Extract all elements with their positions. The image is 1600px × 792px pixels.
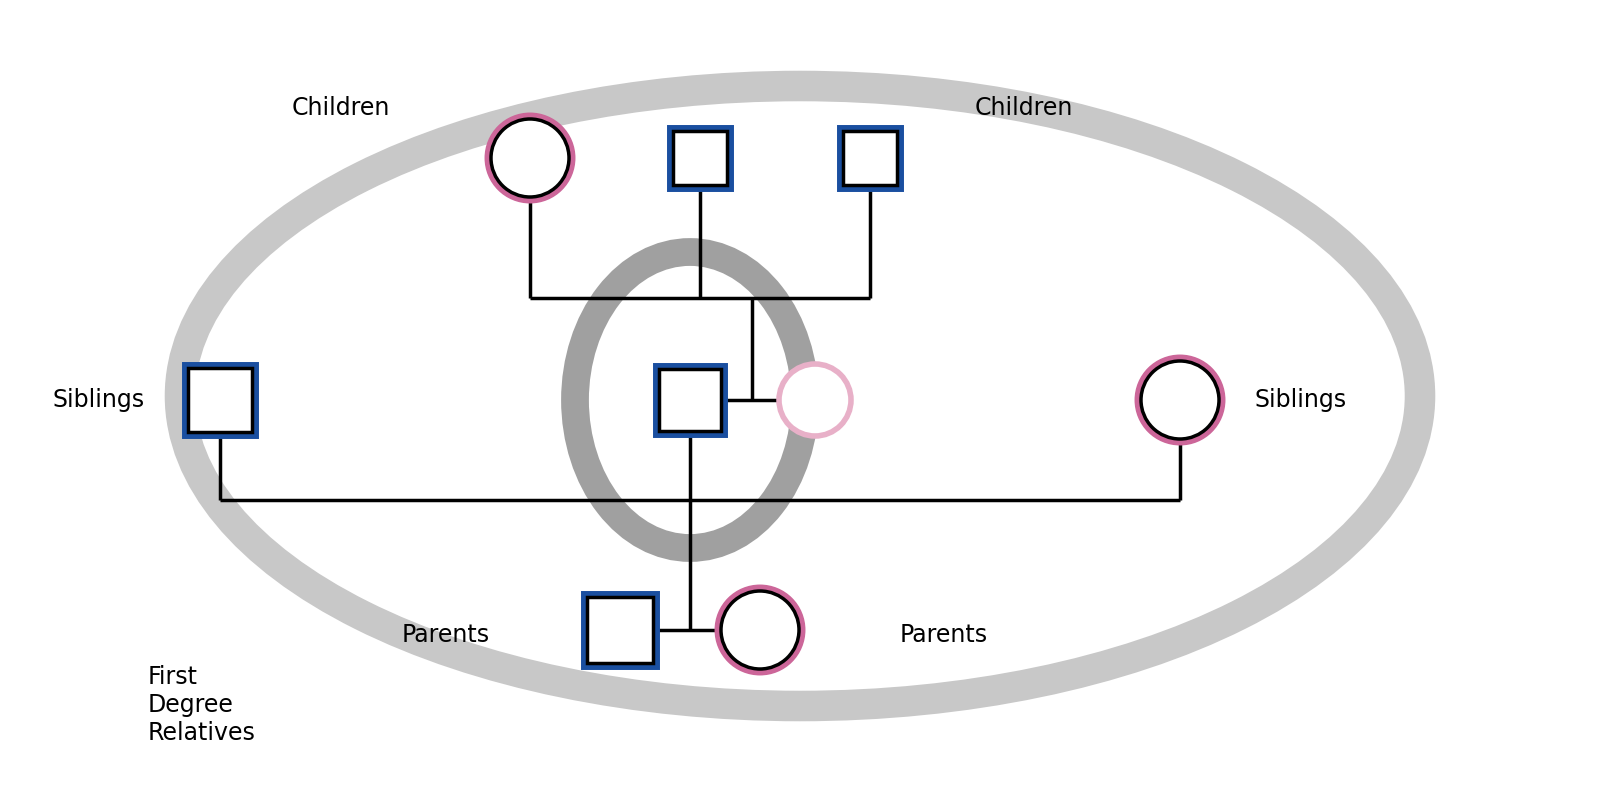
Text: Children: Children (291, 96, 390, 120)
Circle shape (1138, 358, 1222, 442)
FancyBboxPatch shape (189, 368, 253, 432)
Text: Children: Children (974, 96, 1074, 120)
Circle shape (779, 364, 851, 436)
Circle shape (488, 116, 573, 200)
Circle shape (718, 588, 802, 672)
FancyBboxPatch shape (840, 128, 899, 188)
FancyBboxPatch shape (843, 131, 898, 185)
Text: First
Degree
Relatives: First Degree Relatives (147, 665, 256, 744)
Circle shape (722, 591, 798, 669)
Text: Parents: Parents (899, 623, 989, 647)
Circle shape (491, 119, 570, 197)
FancyBboxPatch shape (656, 366, 723, 434)
FancyBboxPatch shape (670, 128, 730, 188)
FancyBboxPatch shape (587, 597, 653, 663)
FancyBboxPatch shape (186, 365, 254, 435)
Text: Siblings: Siblings (1254, 388, 1347, 412)
FancyBboxPatch shape (584, 594, 656, 666)
Text: Parents: Parents (402, 623, 490, 647)
FancyBboxPatch shape (674, 131, 726, 185)
FancyBboxPatch shape (659, 369, 722, 431)
Circle shape (1141, 361, 1219, 439)
Text: Siblings: Siblings (53, 388, 146, 412)
